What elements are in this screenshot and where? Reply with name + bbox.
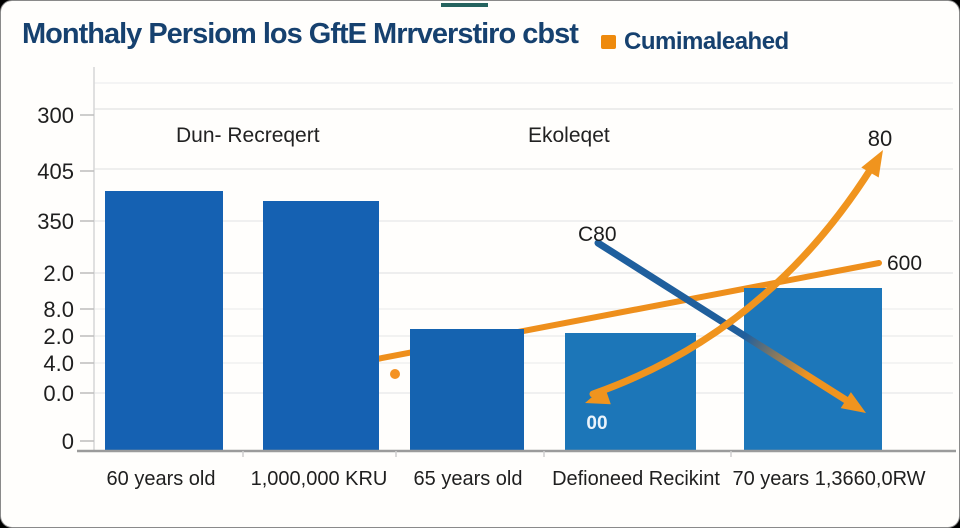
bar-category-4 xyxy=(565,333,696,450)
bar-category-5 xyxy=(744,288,882,450)
bar-category-2 xyxy=(263,201,379,450)
y-tick-label: 405 xyxy=(37,159,74,184)
x-tick-label: 65 years old xyxy=(414,468,523,490)
y-tick-label: 0.0 xyxy=(43,381,74,406)
annotation-c80: C80 xyxy=(578,223,617,246)
annotation-ekoleqet: Ekoleqet xyxy=(528,124,610,147)
y-tick-label: 4.0 xyxy=(43,351,74,376)
descending-arrow-shaft xyxy=(594,239,850,404)
annotation-600: 600 xyxy=(887,252,922,275)
x-tick-label: Defioneed Recikint xyxy=(552,468,720,490)
annotation-dun-recreqert: Dun- Recreqert xyxy=(176,124,320,147)
chart-title: Monthaly Persiom los GftE Mrrverstiro cb… xyxy=(22,18,579,50)
bar-category-3 xyxy=(410,329,524,450)
legend-label: Cumimaleahed xyxy=(624,28,789,55)
y-tick-label: 0 xyxy=(62,429,74,454)
legend-swatch-icon xyxy=(601,35,616,49)
x-tick-label: 1,000,000 KRU xyxy=(251,468,388,490)
x-tick-label: 70 years 1,3660,0RW xyxy=(732,468,925,490)
y-tick-label: 300 xyxy=(37,103,74,128)
bar-category-1 xyxy=(105,191,223,450)
double-headed-arrow-head-icon xyxy=(585,386,611,405)
y-tick-label: 2.0 xyxy=(43,261,74,286)
annotation-80: 80 xyxy=(868,126,892,151)
legend: Cumimaleahed xyxy=(601,28,789,56)
arrows-layer xyxy=(390,150,883,413)
double-headed-arrow-shaft xyxy=(589,163,876,398)
axis-layer xyxy=(77,449,956,457)
y-tick-label: 350 xyxy=(37,209,74,234)
double-headed-arrow-head-icon xyxy=(861,150,883,178)
top-accent-dash xyxy=(441,3,488,7)
descending-arrow-head-icon xyxy=(840,392,866,413)
x-tick-label: 60 years old xyxy=(107,468,216,490)
orange-dot-marker xyxy=(390,369,400,379)
annotation-00: 00 xyxy=(586,413,607,434)
y-tick-label: 2.0 xyxy=(43,324,74,349)
bars-layer xyxy=(105,191,882,450)
y-tick-label: 8.0 xyxy=(43,297,74,322)
